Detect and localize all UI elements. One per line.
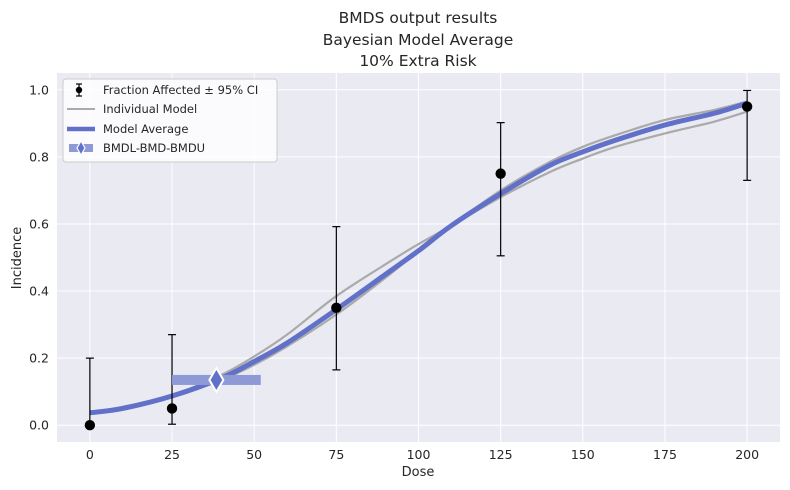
chart-title-line-3: 10% Extra Risk bbox=[359, 52, 476, 70]
y-tick-label: 0.4 bbox=[29, 284, 49, 299]
x-tick-label: 75 bbox=[328, 447, 344, 462]
bmd-range bbox=[172, 365, 261, 394]
x-tick-label: 100 bbox=[407, 447, 431, 462]
tick-labels: 0 25 50 75 100 125 150 175 200 0.0 0.2 0.4 0.6 0.8 1.0 bbox=[29, 82, 759, 462]
legend-bmd-glyph bbox=[69, 139, 93, 157]
x-tick-label: 175 bbox=[653, 447, 677, 462]
legend-label-average: Model Average bbox=[103, 122, 188, 136]
x-tick-label: 0 bbox=[86, 447, 94, 462]
y-tick-label: 0.8 bbox=[29, 149, 49, 164]
observed-point bbox=[84, 420, 96, 431]
legend-label-individual: Individual Model bbox=[103, 102, 197, 116]
y-tick-label: 1.0 bbox=[29, 82, 49, 97]
legend: Fraction Affected ± 95% CI Individual Mo… bbox=[62, 78, 278, 163]
legend-box bbox=[62, 78, 278, 163]
x-tick-label: 150 bbox=[571, 447, 595, 462]
x-axis-label: Dose bbox=[402, 465, 435, 480]
x-tick-label: 125 bbox=[489, 447, 513, 462]
y-tick-label: 0.0 bbox=[29, 418, 49, 433]
observed-point bbox=[495, 168, 506, 179]
legend-label-bmd: BMDL-BMD-BMDU bbox=[103, 141, 205, 155]
y-axis-label: Incidence bbox=[10, 227, 25, 289]
x-tick-label: 50 bbox=[246, 447, 262, 462]
chart-title-line-2: Bayesian Model Average bbox=[323, 31, 514, 49]
error-bars bbox=[84, 89, 753, 431]
x-tick-label: 200 bbox=[735, 447, 759, 462]
y-tick-label: 0.6 bbox=[29, 216, 49, 231]
observed-point bbox=[741, 101, 753, 112]
chart-title-line-1: BMDS output results bbox=[339, 9, 498, 27]
observed-point bbox=[331, 302, 342, 314]
legend-label-observed: Fraction Affected ± 95% CI bbox=[103, 83, 258, 97]
x-tick-label: 25 bbox=[164, 447, 180, 462]
observed-point bbox=[166, 403, 178, 414]
bmd-marker bbox=[208, 365, 225, 394]
legend-errorbar-glyph bbox=[75, 83, 83, 97]
y-tick-label: 0.2 bbox=[29, 351, 49, 366]
